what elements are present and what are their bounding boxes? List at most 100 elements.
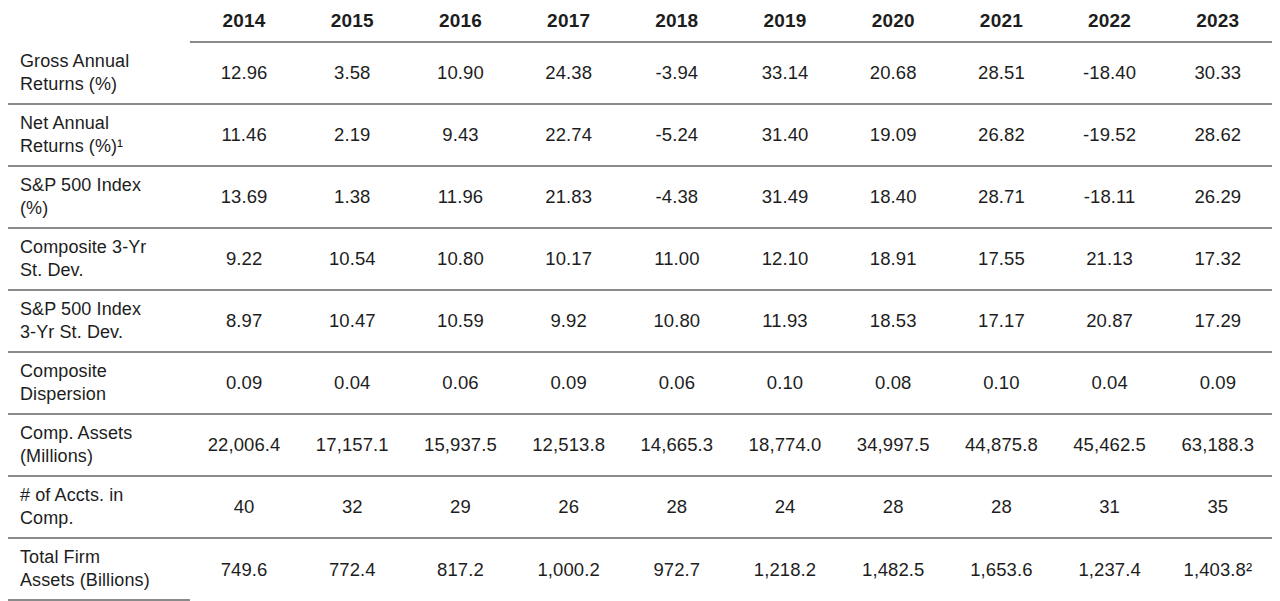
year-column-header: 2017: [515, 0, 623, 42]
cell-value: 26: [515, 476, 623, 538]
cell-value: 12.96: [190, 42, 298, 104]
cell-value: 34,997.5: [839, 414, 947, 476]
table-row: S&P 500 Index 3-Yr St. Dev.8.9710.4710.5…: [8, 290, 1272, 352]
cell-value: 45,462.5: [1056, 414, 1164, 476]
row-label: S&P 500 Index 3-Yr St. Dev.: [8, 290, 190, 352]
cell-value: 17.32: [1164, 228, 1272, 290]
year-column-header: 2015: [298, 0, 406, 42]
cell-value: 10.59: [406, 290, 514, 352]
table-header: 2014201520162017201820192020202120222023: [8, 0, 1272, 42]
cell-value: 1,653.6: [947, 538, 1055, 600]
row-label: # of Accts. in Comp.: [8, 476, 190, 538]
row-label: S&P 500 Index (%): [8, 166, 190, 228]
cell-value: 44,875.8: [947, 414, 1055, 476]
cell-value: 10.54: [298, 228, 406, 290]
cell-value: 8.97: [190, 290, 298, 352]
table-body: Gross Annual Returns (%)12.963.5810.90 24…: [8, 42, 1272, 600]
cell-value: 2.19: [298, 104, 406, 166]
row-label: Net Annual Returns (%)¹: [8, 104, 190, 166]
cell-value: 1.38: [298, 166, 406, 228]
year-column-header: 2019: [731, 0, 839, 42]
year-column-header: 2020: [839, 0, 947, 42]
cell-value: 817.2: [406, 538, 514, 600]
table-row: Comp. Assets (Millions)22,006.417,157.11…: [8, 414, 1272, 476]
cell-value: 0.09: [190, 352, 298, 414]
year-column-header: 2021: [947, 0, 1055, 42]
cell-value: 40: [190, 476, 298, 538]
row-label: Composite Dispersion: [8, 352, 190, 414]
cell-value: 0.10: [731, 352, 839, 414]
cell-value: 0.04: [298, 352, 406, 414]
cell-value: 28: [947, 476, 1055, 538]
table-row: # of Accts. in Comp.40322926282428283135: [8, 476, 1272, 538]
year-column-header: 2018: [623, 0, 731, 42]
cell-value: 11.00: [623, 228, 731, 290]
cell-value: 20.87: [1056, 290, 1164, 352]
cell-value: -3.94: [623, 42, 731, 104]
cell-value: 63,188.3: [1164, 414, 1272, 476]
cell-value: 13.69: [190, 166, 298, 228]
table-row: Composite Dispersion0.090.040.060.090.06…: [8, 352, 1272, 414]
composite-performance-table: 2014201520162017201820192020202120222023…: [8, 0, 1272, 601]
cell-value: -19.52: [1056, 104, 1164, 166]
year-column-header: 2023: [1164, 0, 1272, 42]
year-header-row: 2014201520162017201820192020202120222023: [8, 0, 1272, 42]
cell-value: 10.80: [623, 290, 731, 352]
cell-value: 22,006.4: [190, 414, 298, 476]
row-label: Gross Annual Returns (%): [8, 42, 190, 104]
cell-value: 11.96: [406, 166, 514, 228]
table-row: Total Firm Assets (Billions)749.6772.481…: [8, 538, 1272, 600]
cell-value: 17,157.1: [298, 414, 406, 476]
year-column-header: 2016: [406, 0, 514, 42]
cell-value: 17.29: [1164, 290, 1272, 352]
cell-value: 35: [1164, 476, 1272, 538]
cell-value: 1,403.8²: [1164, 538, 1272, 600]
cell-value: 0.09: [515, 352, 623, 414]
cell-value: 1,237.4: [1056, 538, 1164, 600]
cell-value: 20.68: [839, 42, 947, 104]
cell-value: 29: [406, 476, 514, 538]
cell-value: 31.49: [731, 166, 839, 228]
cell-value: 21.83: [515, 166, 623, 228]
cell-value: 1,218.2: [731, 538, 839, 600]
cell-value: 0.06: [623, 352, 731, 414]
cell-value: 28: [839, 476, 947, 538]
cell-value: 772.4: [298, 538, 406, 600]
cell-value: -18.11: [1056, 166, 1164, 228]
performance-table-container: 2014201520162017201820192020202120222023…: [8, 0, 1272, 601]
row-label-column-spacer: [8, 0, 190, 42]
cell-value: 10.90: [406, 42, 514, 104]
cell-value: -5.24: [623, 104, 731, 166]
table-row: Net Annual Returns (%)¹11.462.199.4322.7…: [8, 104, 1272, 166]
cell-value: 22.74: [515, 104, 623, 166]
cell-value: 0.04: [1056, 352, 1164, 414]
cell-value: 24: [731, 476, 839, 538]
row-label: Composite 3-Yr St. Dev.: [8, 228, 190, 290]
cell-value: 12.10: [731, 228, 839, 290]
cell-value: 1,482.5: [839, 538, 947, 600]
year-column-header: 2022: [1056, 0, 1164, 42]
row-label: Total Firm Assets (Billions): [8, 538, 190, 600]
cell-value: 3.58: [298, 42, 406, 104]
cell-value: 12,513.8: [515, 414, 623, 476]
table-row: Gross Annual Returns (%)12.963.5810.9024…: [8, 42, 1272, 104]
year-column-header: 2014: [190, 0, 298, 42]
cell-value: 749.6: [190, 538, 298, 600]
cell-value: 21.13: [1056, 228, 1164, 290]
cell-value: 17.55: [947, 228, 1055, 290]
cell-value: 11.93: [731, 290, 839, 352]
cell-value: 31: [1056, 476, 1164, 538]
cell-value: 0.09: [1164, 352, 1272, 414]
cell-value: 28.71: [947, 166, 1055, 228]
cell-value: 18,774.0: [731, 414, 839, 476]
cell-value: 9.22: [190, 228, 298, 290]
cell-value: 26.82: [947, 104, 1055, 166]
cell-value: 18.53: [839, 290, 947, 352]
cell-value: -4.38: [623, 166, 731, 228]
cell-value: 15,937.5: [406, 414, 514, 476]
table-row: S&P 500 Index (%)13.691.3811.9621.83-4.3…: [8, 166, 1272, 228]
cell-value: 31.40: [731, 104, 839, 166]
cell-value: 30.33: [1164, 42, 1272, 104]
cell-value: 32: [298, 476, 406, 538]
cell-value: 972.7: [623, 538, 731, 600]
